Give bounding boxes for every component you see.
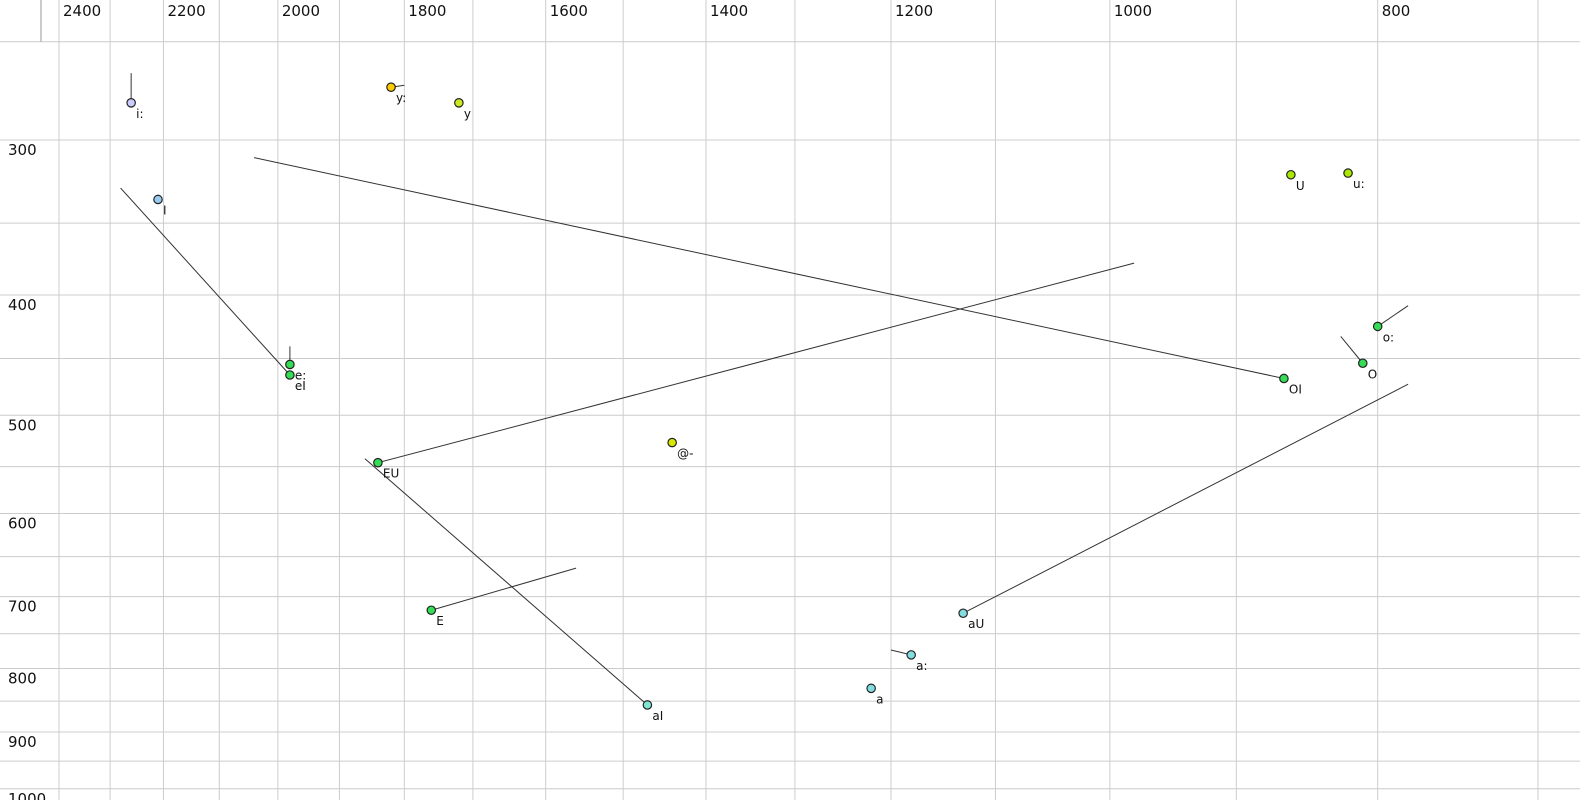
x-axis-tick-label: 1400	[710, 2, 748, 20]
y-axis-tick-label: 700	[8, 598, 37, 616]
vowel-label-i:: i:	[136, 107, 143, 121]
x-axis-tick-label: 2400	[63, 2, 101, 20]
axis-labels: 2400 2200 2000 1800 1600 1400 1200 1000 800 300 40…	[8, 2, 1410, 800]
vowel-label-O: O	[1368, 367, 1377, 381]
vowel-label-a: a	[876, 692, 883, 706]
trajectory-lines	[120, 73, 1409, 706]
vowel-point-OI[interactable]	[1279, 373, 1289, 384]
y-axis-tick-label: 1000	[8, 790, 46, 800]
trajectory-line-aU	[962, 383, 1409, 614]
vowel-point-O[interactable]	[1357, 358, 1368, 369]
vowel-point-aI[interactable]	[642, 700, 653, 710]
vowel-label-o:: o:	[1383, 330, 1394, 344]
vowel-label-EU: EU	[383, 467, 399, 481]
trajectory-line-EU	[377, 262, 1135, 464]
y-axis-tick-label: 500	[8, 416, 37, 434]
vowel-point-u:[interactable]	[1343, 168, 1353, 178]
trajectory-line-o:	[1377, 305, 1409, 327]
vowel-label-E: E	[436, 614, 444, 628]
trajectory-line-OI	[253, 157, 1285, 379]
vowel-point-a[interactable]	[866, 683, 876, 694]
vowel-label-y: y	[464, 107, 471, 121]
trajectory-line-aI	[364, 458, 648, 706]
vowel-label-I: I	[163, 203, 167, 217]
vowel-label-eI: eI	[295, 379, 306, 393]
y-axis-tick-label: 600	[8, 515, 37, 533]
vowel-point-U[interactable]	[1286, 169, 1296, 180]
vowel-label-e:: e:	[295, 368, 306, 382]
vowel-point-EU[interactable]	[373, 457, 383, 468]
x-axis-tick-label: 800	[1382, 2, 1411, 20]
vowel-label-OI: OI	[1289, 382, 1302, 396]
vowel-point-y:[interactable]	[386, 82, 396, 93]
vowel-label-y:: y:	[396, 91, 406, 105]
vowel-label-a:: a:	[916, 659, 927, 673]
y-axis-tick-label: 300	[8, 141, 37, 159]
x-axis-tick-label: 1800	[408, 2, 446, 20]
trajectory-line-E	[431, 567, 577, 611]
y-axis-tick-label: 400	[8, 296, 37, 314]
trajectory-line-eI	[120, 187, 291, 376]
vowel-point-y[interactable]	[454, 98, 464, 108]
vowel-points	[126, 82, 1383, 710]
vowel-point-aU[interactable]	[958, 608, 968, 619]
x-axis-tick-label: 1600	[550, 2, 588, 20]
vowel-label-u:: u:	[1353, 177, 1365, 191]
vowel-label-U: U	[1296, 179, 1305, 193]
vowel-point-E[interactable]	[426, 605, 437, 616]
vowel-label-aU: aU	[968, 617, 984, 631]
vowel-label-@-: @-	[677, 447, 693, 461]
vowel-labels: i: y: y I U u: e:eI OI o: O @- EU E aU a: a aI	[136, 91, 1394, 723]
y-axis-tick-label: 800	[8, 670, 37, 688]
vowel-point-o:[interactable]	[1372, 321, 1383, 332]
y-axis-tick-label: 900	[8, 733, 37, 751]
x-axis-tick-label: 2000	[282, 2, 320, 20]
vowel-point-I[interactable]	[153, 194, 163, 205]
x-axis-tick-label: 1200	[895, 2, 933, 20]
vowel-point-eI[interactable]	[285, 370, 295, 380]
vowel-label-aI: aI	[652, 709, 663, 723]
vowel-point-e:[interactable]	[285, 359, 295, 370]
x-axis-tick-label: 2200	[167, 2, 205, 20]
trajectory-line-O	[1340, 336, 1364, 364]
vowel-point-a:[interactable]	[906, 650, 916, 660]
vowel-point-i:[interactable]	[126, 98, 136, 108]
x-axis-tick-label: 1000	[1114, 2, 1152, 20]
vowel-point-@-[interactable]	[667, 437, 677, 448]
